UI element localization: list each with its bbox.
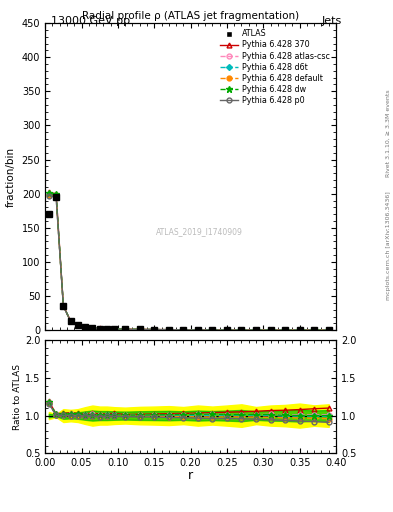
Y-axis label: Ratio to ATLAS: Ratio to ATLAS: [13, 364, 22, 430]
Text: Rivet 3.1.10, ≥ 3.3M events: Rivet 3.1.10, ≥ 3.3M events: [386, 89, 391, 177]
Text: ATLAS_2019_I1740909: ATLAS_2019_I1740909: [156, 227, 243, 237]
X-axis label: r: r: [188, 470, 193, 482]
Text: mcplots.cern.ch [arXiv:1306.3436]: mcplots.cern.ch [arXiv:1306.3436]: [386, 191, 391, 300]
Title: Radial profile ρ (ATLAS jet fragmentation): Radial profile ρ (ATLAS jet fragmentatio…: [82, 11, 299, 21]
Text: 13000 GeV pp: 13000 GeV pp: [51, 16, 130, 27]
Y-axis label: fraction/bin: fraction/bin: [6, 146, 16, 207]
Text: Jets: Jets: [321, 16, 342, 27]
Legend: ATLAS, Pythia 6.428 370, Pythia 6.428 atlas-csc, Pythia 6.428 d6t, Pythia 6.428 : ATLAS, Pythia 6.428 370, Pythia 6.428 at…: [217, 27, 332, 107]
